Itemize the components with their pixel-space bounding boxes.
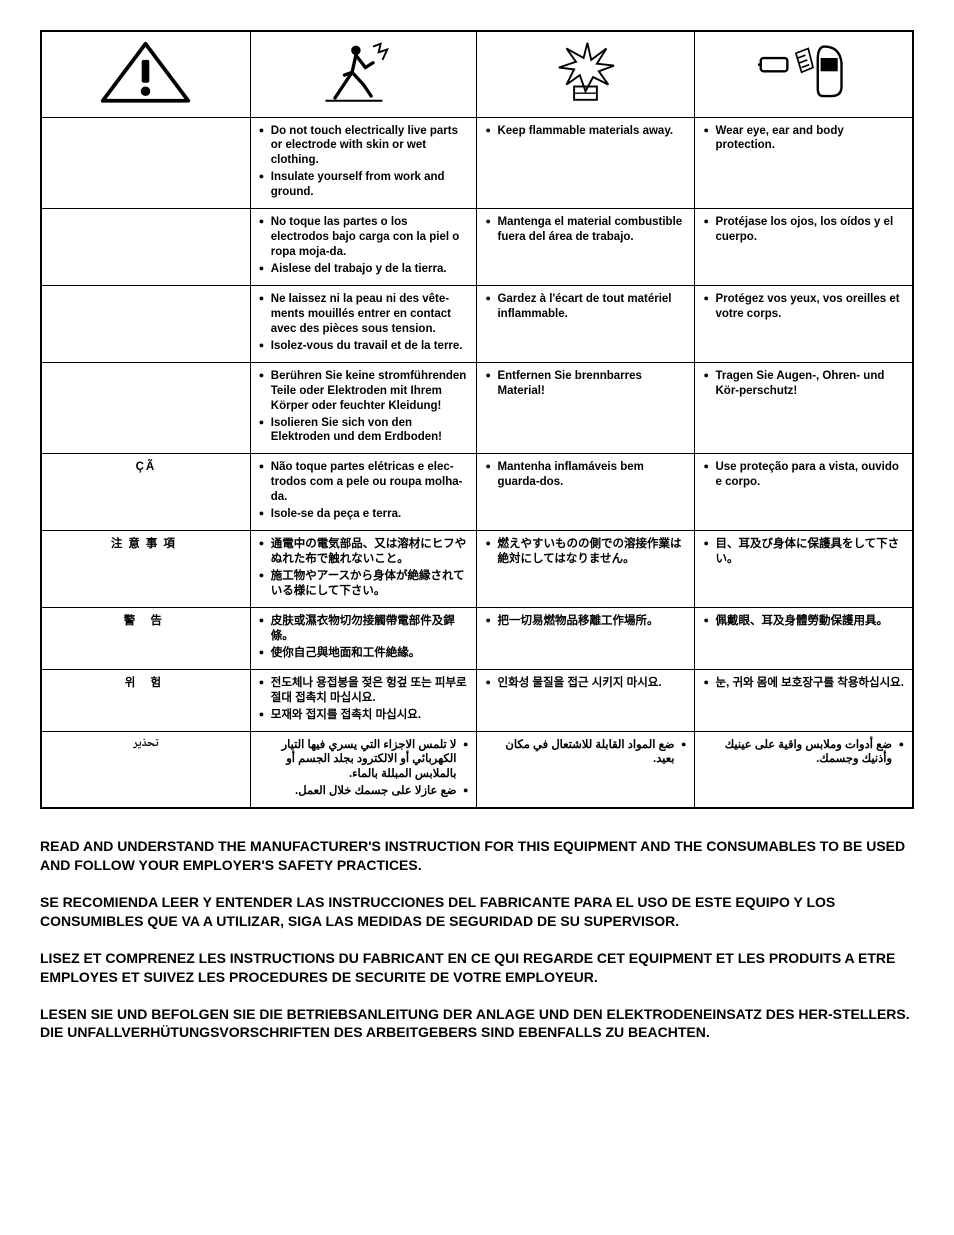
bullet-item: Não toque partes elétricas e elec-trodos… [259,460,469,505]
table-cell: Protégez vos yeux, vos oreilles et votre… [695,285,913,362]
bullet-item: Keep flammable materials away. [485,124,686,139]
table-row: تحذيرلا تلمس الاجزاء التي يسري فيها التي… [41,731,913,808]
bullet-item: Mantenha inflamáveis bem guarda-dos. [485,460,686,490]
shock-hazard-icon [316,39,411,106]
header-ppe [695,31,913,117]
bullet-item: Ne laissez ni la peau ni des vête-ments … [259,292,469,337]
bullet-item: Gardez à l'écart de tout matériel inflam… [485,292,686,322]
table-row: Ne laissez ni la peau ni des vête-ments … [41,285,913,362]
header-warning [41,31,250,117]
table-cell: Entfernen Sie brennbarres Material! [477,362,695,454]
bullet-item: Protéjase los ojos, los oídos y el cuerp… [703,215,904,245]
bullet-item: 使你自己與地面和工件絶緣。 [259,646,469,661]
table-cell: Protéjase los ojos, los oídos y el cuerp… [695,209,913,286]
bullet-item: 燃えやすいものの側での溶接作業は絶対にしてはなりません。 [485,537,686,567]
safety-table: Do not touch electrically live parts or … [40,30,914,809]
explosion-icon [538,39,633,106]
bullet-item: Aislese del trabajo y de la tierra. [259,262,469,277]
table-cell: 佩戴眼、耳及身體勞動保護用具。 [695,607,913,669]
bullet-item: Isole-se da peça e terra. [259,507,469,522]
table-cell: ضع أدوات وملابس واقية على عينيك وأذنيك و… [695,731,913,808]
bullet-item: 전도체나 용접봉을 젖은 헝겊 또는 피부로 절대 접촉치 마십시요. [259,676,469,706]
table-cell: 目、耳及び身体に保護具をして下さい。 [695,531,913,608]
row-label: تحذير [41,731,250,808]
safety-table-body: Do not touch electrically live parts or … [41,117,913,808]
bullet-item: 모재와 접지를 접촉치 마십시요. [259,708,469,723]
table-row: 注意事項通電中の電気部品、又は溶材にヒフやぬれた布で触れないこと。施工物やアース… [41,531,913,608]
header-row [41,31,913,117]
header-shock [250,31,477,117]
bullet-item: Tragen Sie Augen-, Ohren- und Kör-persch… [703,369,904,399]
instruction-paragraph: LESEN SIE UND BEFOLGEN SIE DIE BETRIEBSA… [40,1005,914,1043]
table-cell: 인화성 물질을 접근 시키지 마시요. [477,669,695,731]
table-cell: Keep flammable materials away. [477,117,695,209]
table-cell: Wear eye, ear and body protection. [695,117,913,209]
bullet-item: 눈, 귀와 몸에 보호장구를 착용하십시요. [703,676,904,691]
table-cell: Tragen Sie Augen-, Ohren- und Kör-persch… [695,362,913,454]
bullet-item: 通電中の電気部品、又は溶材にヒフやぬれた布で触れないこと。 [259,537,469,567]
table-cell: 皮肤或濕衣物切勿接觸帶電部件及銲條。使你自己與地面和工件絶緣。 [250,607,477,669]
table-cell: 눈, 귀와 몸에 보호장구를 착용하십시요. [695,669,913,731]
warning-triangle-icon [98,39,193,106]
table-row: ÇÃNão toque partes elétricas e elec-trod… [41,454,913,531]
bullet-item: Berühren Sie keine stromführenden Teile … [259,369,469,414]
bullet-item: Isolieren Sie sich von den Elektroden un… [259,416,469,446]
table-row: No toque las partes o los electrodos baj… [41,209,913,286]
table-cell: Use proteção para a vista, ouvido e corp… [695,454,913,531]
table-cell: 把一切易燃物品移離工作場所。 [477,607,695,669]
bullet-item: Mantenga el material combustible fuera d… [485,215,686,245]
bullet-item: ضع المواد القابلة للاشتعال في مكان بعيد. [485,738,686,768]
bullet-item: ضع أدوات وملابس واقية على عينيك وأذنيك و… [703,738,904,768]
table-row: 警 告皮肤或濕衣物切勿接觸帶電部件及銲條。使你自己與地面和工件絶緣。把一切易燃物… [41,607,913,669]
table-cell: Mantenha inflamáveis bem guarda-dos. [477,454,695,531]
bullet-item: لا تلمس الاجزاء التي يسري فيها التيار ال… [259,738,469,783]
table-cell: لا تلمس الاجزاء التي يسري فيها التيار ال… [250,731,477,808]
bullet-item: 皮肤或濕衣物切勿接觸帶電部件及銲條。 [259,614,469,644]
bullet-item: 인화성 물질을 접근 시키지 마시요. [485,676,686,691]
bullet-item: 目、耳及び身体に保護具をして下さい。 [703,537,904,567]
row-label [41,362,250,454]
table-cell: Gardez à l'écart de tout matériel inflam… [477,285,695,362]
instruction-paragraph: LISEZ ET COMPRENEZ LES INSTRUCTIONS DU F… [40,949,914,987]
table-cell: Mantenga el material combustible fuera d… [477,209,695,286]
bullet-item: Wear eye, ear and body protection. [703,124,904,154]
bullet-item: 佩戴眼、耳及身體勞動保護用具。 [703,614,904,629]
bullet-item: 施工物やアースから身体が絶縁されている様にして下さい。 [259,569,469,599]
table-cell: Não toque partes elétricas e elec-trodos… [250,454,477,531]
instruction-paragraph: READ AND UNDERSTAND THE MANUFACTURER'S I… [40,837,914,875]
table-row: 위 험 전도체나 용접봉을 젖은 헝겊 또는 피부로 절대 접촉치 마십시요. 모재… [41,669,913,731]
bullet-item: Protégez vos yeux, vos oreilles et votre… [703,292,904,322]
row-label [41,117,250,209]
table-cell: Do not touch electrically live parts or … [250,117,477,209]
instruction-paragraphs: READ AND UNDERSTAND THE MANUFACTURER'S I… [40,837,914,1042]
row-label: 注意事項 [41,531,250,608]
instruction-paragraph: SE RECOMIENDA LEER Y ENTENDER LAS INSTRU… [40,893,914,931]
table-cell: 燃えやすいものの側での溶接作業は絶対にしてはなりません。 [477,531,695,608]
bullet-item: Insulate yourself from work and ground. [259,170,469,200]
row-label: ÇÃ [41,454,250,531]
table-cell: Berühren Sie keine stromführenden Teile … [250,362,477,454]
table-row: Do not touch electrically live parts or … [41,117,913,209]
table-cell: Ne laissez ni la peau ni des vête-ments … [250,285,477,362]
table-cell: 通電中の電気部品、又は溶材にヒフやぬれた布で触れないこと。施工物やアースから身体… [250,531,477,608]
row-label [41,285,250,362]
bullet-item: No toque las partes o los electrodos baj… [259,215,469,260]
bullet-item: 把一切易燃物品移離工作場所。 [485,614,686,629]
table-cell: ضع المواد القابلة للاشتعال في مكان بعيد. [477,731,695,808]
bullet-item: Use proteção para a vista, ouvido e corp… [703,460,904,490]
table-cell: 전도체나 용접봉을 젖은 헝겊 또는 피부로 절대 접촉치 마십시요. 모재와 접… [250,669,477,731]
header-fire [477,31,695,117]
row-label: 위 험 [41,669,250,731]
table-row: Berühren Sie keine stromführenden Teile … [41,362,913,454]
bullet-item: ضع عازلا على جسمك خلال العمل. [259,784,469,799]
bullet-item: Do not touch electrically live parts or … [259,124,469,169]
table-cell: No toque las partes o los electrodos baj… [250,209,477,286]
bullet-item: Isolez-vous du travail et de la terre. [259,339,469,354]
ppe-icon [756,39,851,106]
row-label [41,209,250,286]
bullet-item: Entfernen Sie brennbarres Material! [485,369,686,399]
row-label: 警 告 [41,607,250,669]
